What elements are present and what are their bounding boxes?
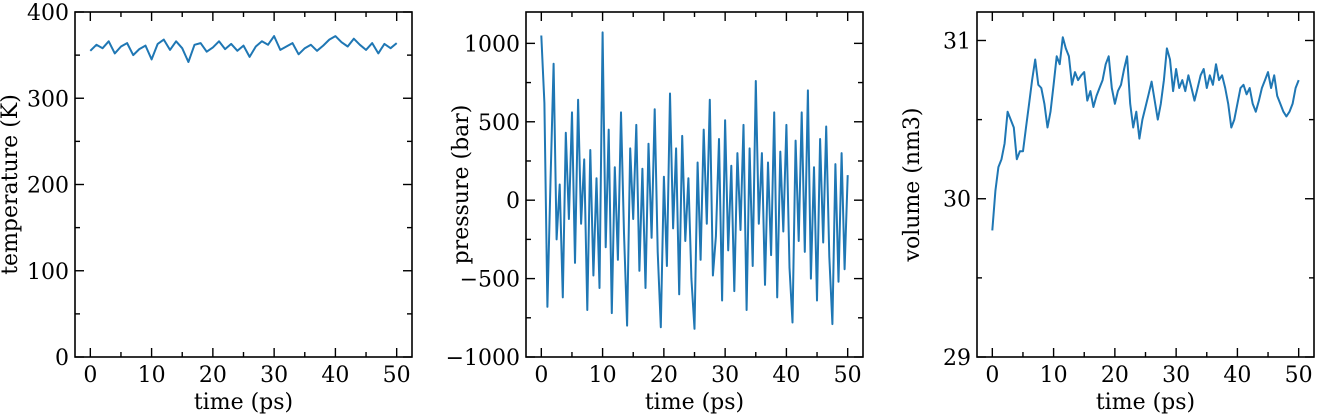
x-tick-label: 40 — [772, 363, 800, 388]
x-tick-label: 50 — [383, 363, 411, 388]
x-tick-label: 30 — [260, 363, 288, 388]
y-axis-title: volume (nm3) — [900, 108, 925, 263]
series-line — [540, 31, 849, 330]
x-axis-title: time (ps) — [1096, 390, 1195, 415]
x-tick-label: 10 — [1040, 363, 1068, 388]
y-tick-label: 31 — [943, 29, 971, 54]
y-tick-label: 200 — [27, 174, 69, 199]
x-axis-title: time (ps) — [194, 390, 293, 415]
y-tick-label: −500 — [460, 268, 520, 293]
y-tick-label: −1000 — [446, 346, 520, 371]
x-tick-label: 0 — [83, 363, 97, 388]
x-tick-label: 10 — [589, 363, 617, 388]
x-tick-label: 40 — [1223, 363, 1251, 388]
y-tick-label: 0 — [55, 346, 69, 371]
x-tick-label: 30 — [711, 363, 739, 388]
x-axis-title: time (ps) — [645, 390, 744, 415]
y-tick-label: 500 — [478, 111, 520, 136]
series-line — [991, 36, 1300, 231]
x-tick-label: 10 — [138, 363, 166, 388]
y-tick-label: 400 — [27, 1, 69, 26]
y-axis-title: temperature (K) — [0, 94, 23, 275]
y-tick-label: 29 — [943, 346, 971, 371]
x-tick-label: 20 — [199, 363, 227, 388]
x-tick-label: 20 — [1101, 363, 1129, 388]
x-tick-label: 30 — [1162, 363, 1190, 388]
plot-frame — [976, 11, 1315, 358]
plot-frame — [74, 11, 413, 358]
x-tick-label: 40 — [321, 363, 349, 388]
series-line — [89, 35, 398, 63]
chart-panel-1: 0 10 20 30 40 50 0 100 200 300 400 time (ps) tempera… — [0, 1, 413, 415]
x-tick-label: 0 — [985, 363, 999, 388]
y-tick-label: 30 — [943, 188, 971, 213]
chart-panel-3: 0 10 20 30 40 50 29 30 31 time (ps) volume (nm3) — [900, 11, 1315, 415]
y-tick-label: 1000 — [464, 32, 520, 57]
y-tick-label: 300 — [27, 87, 69, 112]
x-tick-label: 0 — [534, 363, 548, 388]
y-tick-label: 0 — [506, 189, 520, 214]
x-tick-label: 20 — [650, 363, 678, 388]
y-tick-label: 100 — [27, 260, 69, 285]
x-tick-label: 50 — [834, 363, 862, 388]
y-axis-title: pressure (bar) — [449, 105, 474, 265]
x-tick-label: 50 — [1285, 363, 1313, 388]
chart-panel-2: 0 10 20 30 40 50 −1000 −500 0 500 1000 time (ps) pre… — [446, 11, 864, 415]
